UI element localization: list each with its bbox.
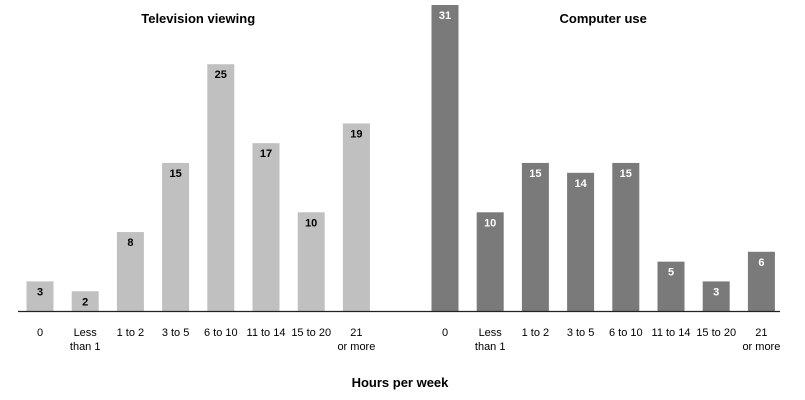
bar — [71, 291, 99, 311]
bar — [567, 172, 595, 311]
data-label: 14 — [574, 178, 587, 190]
bar — [702, 281, 730, 311]
x-axis-title: Hours per week — [352, 375, 450, 390]
tick-label: 21 or more — [337, 327, 375, 353]
bar — [747, 251, 775, 311]
data-label: 15 — [169, 168, 181, 180]
tick-label: 1 to 2 — [522, 327, 550, 339]
tick-label: 3 to 5 — [162, 327, 190, 339]
data-label: 19 — [350, 128, 362, 140]
bar — [297, 212, 325, 311]
tick-label: 11 to 14 — [652, 327, 691, 339]
data-label: 8 — [127, 237, 133, 249]
bar — [431, 5, 459, 311]
tick-label: 6 to 10 — [204, 327, 238, 339]
bar — [26, 281, 54, 311]
panel-title: Computer use — [559, 11, 646, 26]
bar — [476, 212, 504, 311]
data-label: 10 — [484, 217, 496, 229]
bar — [521, 162, 549, 311]
tick-label: 15 to 20 — [696, 327, 736, 339]
data-label: 3 — [37, 286, 43, 298]
tick-label: 6 to 10 — [609, 327, 643, 339]
tick-label: 1 to 2 — [117, 327, 145, 339]
tick-label: 11 to 14 — [247, 327, 286, 339]
data-label: 10 — [305, 217, 317, 229]
data-label: 6 — [758, 257, 764, 269]
data-label: 17 — [260, 148, 272, 160]
bar — [342, 123, 370, 311]
data-label: 15 — [529, 168, 541, 180]
tick-label: 0 — [37, 327, 43, 339]
data-label: 2 — [82, 296, 88, 308]
tick-label: 3 to 5 — [567, 327, 595, 339]
tick-label: 15 to 20 — [291, 327, 331, 339]
tick-label: 0 — [442, 327, 448, 339]
bar — [657, 261, 685, 311]
tick-label: 21 or more — [742, 327, 780, 353]
bar — [612, 162, 640, 311]
tick-label: Less than 1 — [475, 327, 506, 353]
data-label: 15 — [620, 168, 632, 180]
tick-label: Less than 1 — [70, 327, 101, 353]
chart-panel-television: 3 0 2 Less than 1 8 1 to 2 15 3 to 5 25 6 to 10 17 1… — [26, 11, 375, 353]
data-label: 31 — [439, 10, 451, 22]
panel-title: Television viewing — [141, 11, 255, 26]
bar — [207, 64, 235, 312]
bar — [252, 143, 280, 311]
chart-panel-computer: 31 0 10 Less than 1 15 1 to 2 14 3 to 5 15 6 to 10… — [431, 5, 780, 353]
bar — [116, 232, 144, 311]
data-label: 3 — [713, 286, 719, 298]
bar — [162, 162, 190, 311]
data-label: 25 — [215, 69, 227, 81]
data-label: 5 — [668, 267, 674, 279]
